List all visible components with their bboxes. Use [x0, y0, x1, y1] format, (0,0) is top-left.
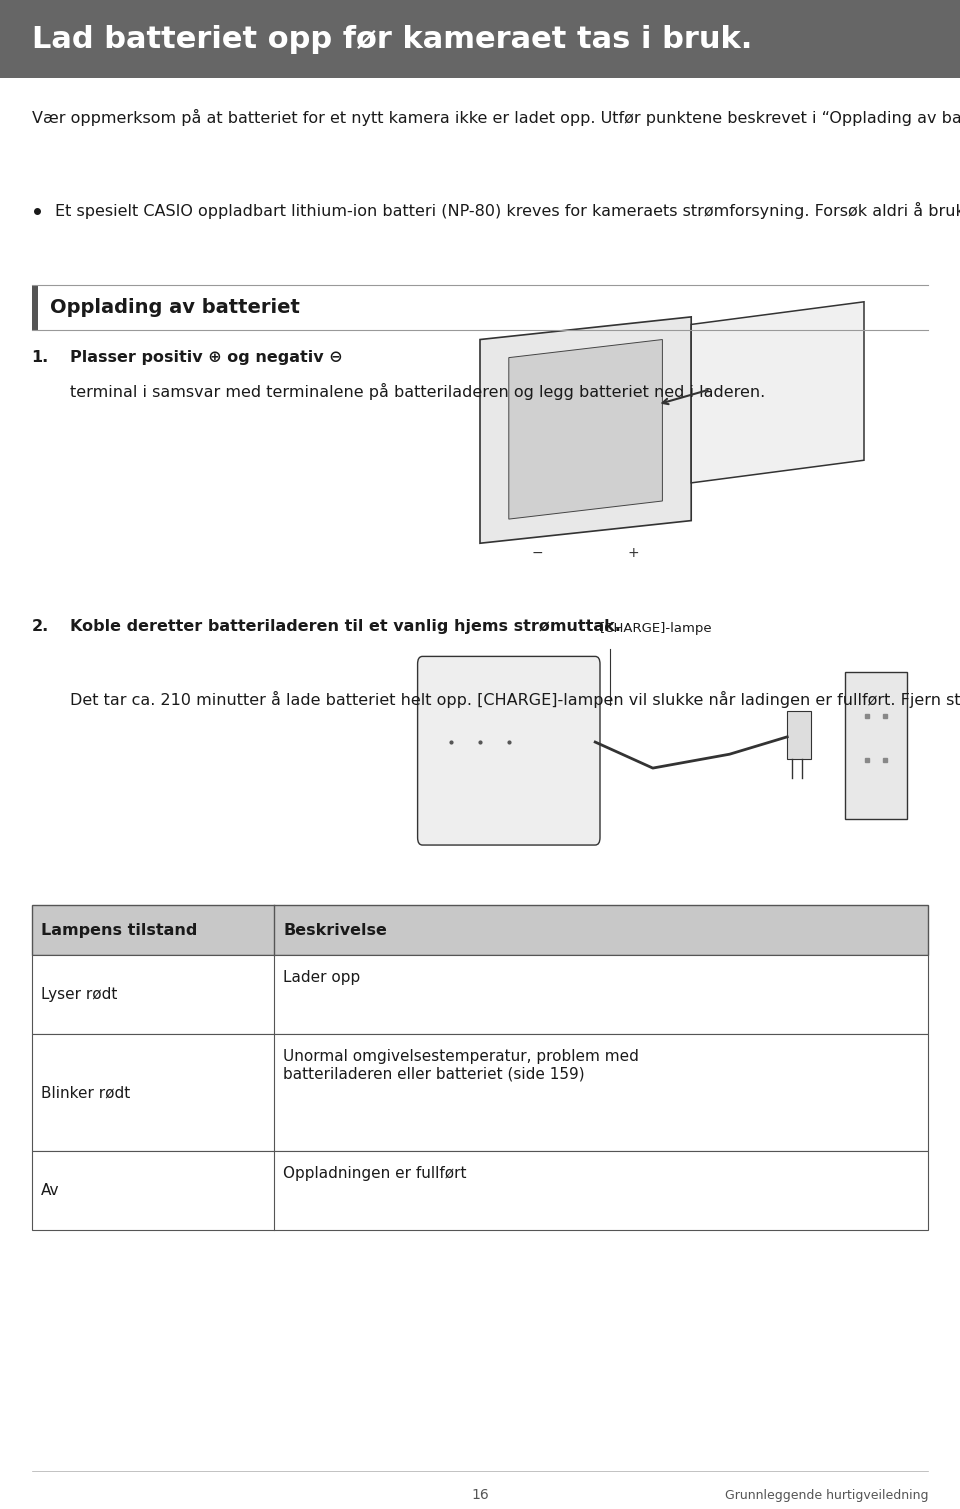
Text: Beskrivelse: Beskrivelse: [283, 924, 387, 937]
Text: Plasser positiv ⊕ og negativ ⊖: Plasser positiv ⊕ og negativ ⊖: [70, 350, 343, 365]
Text: terminal i samsvar med terminalene på batteriladeren og legg batteriet ned i lad: terminal i samsvar med terminalene på ba…: [70, 383, 765, 400]
Text: Lyser rødt: Lyser rødt: [41, 987, 118, 1002]
Text: Grunnleggende hurtigveiledning: Grunnleggende hurtigveiledning: [725, 1489, 928, 1501]
Text: 16: 16: [471, 1488, 489, 1503]
Bar: [32, 955, 928, 1034]
Text: Lader opp: Lader opp: [283, 970, 361, 985]
Text: −: −: [532, 546, 543, 560]
Text: Et spesielt CASIO oppladbart lithium-ion batteri (NP-80) kreves for kameraets st: Et spesielt CASIO oppladbart lithium-ion…: [55, 202, 960, 219]
Text: Koble deretter batteriladeren til et vanlig hjems strømuttak.: Koble deretter batteriladeren til et van…: [70, 619, 621, 634]
Text: Opplading av batteriet: Opplading av batteriet: [50, 299, 300, 317]
Bar: [32, 1034, 928, 1151]
Bar: [787, 711, 811, 759]
Text: Av: Av: [41, 1183, 60, 1198]
Bar: [0, 0, 960, 78]
Polygon shape: [691, 302, 864, 483]
Text: Lad batteriet opp før kameraet tas i bruk.: Lad batteriet opp før kameraet tas i bru…: [32, 24, 752, 54]
FancyBboxPatch shape: [418, 656, 600, 845]
Bar: [32, 905, 928, 955]
Bar: [32, 1151, 928, 1230]
Text: 1.: 1.: [32, 350, 49, 365]
Text: Blinker rødt: Blinker rødt: [41, 1085, 131, 1100]
Text: Unormal omgivelsestemperatur, problem med
batteriladeren eller batteriet (side 1: Unormal omgivelsestemperatur, problem me…: [283, 1049, 639, 1080]
Text: Oppladningen er fullført: Oppladningen er fullført: [283, 1166, 467, 1182]
Polygon shape: [480, 317, 691, 543]
Bar: [845, 672, 907, 819]
Polygon shape: [509, 340, 662, 519]
Text: Vær oppmerksom på at batteriet for et nytt kamera ikke er ladet opp. Utfør punkt: Vær oppmerksom på at batteriet for et ny…: [32, 109, 960, 125]
Text: Lampens tilstand: Lampens tilstand: [41, 924, 198, 937]
Text: +: +: [628, 546, 639, 560]
Text: 2.: 2.: [32, 619, 49, 634]
Bar: [32, 285, 38, 330]
Text: Det tar ca. 210 minutter å lade batteriet helt opp. [CHARGE]-lampen vil slukke n: Det tar ca. 210 minutter å lade batterie…: [70, 691, 960, 708]
Text: [CHARGE]-lampe: [CHARGE]-lampe: [600, 622, 712, 635]
